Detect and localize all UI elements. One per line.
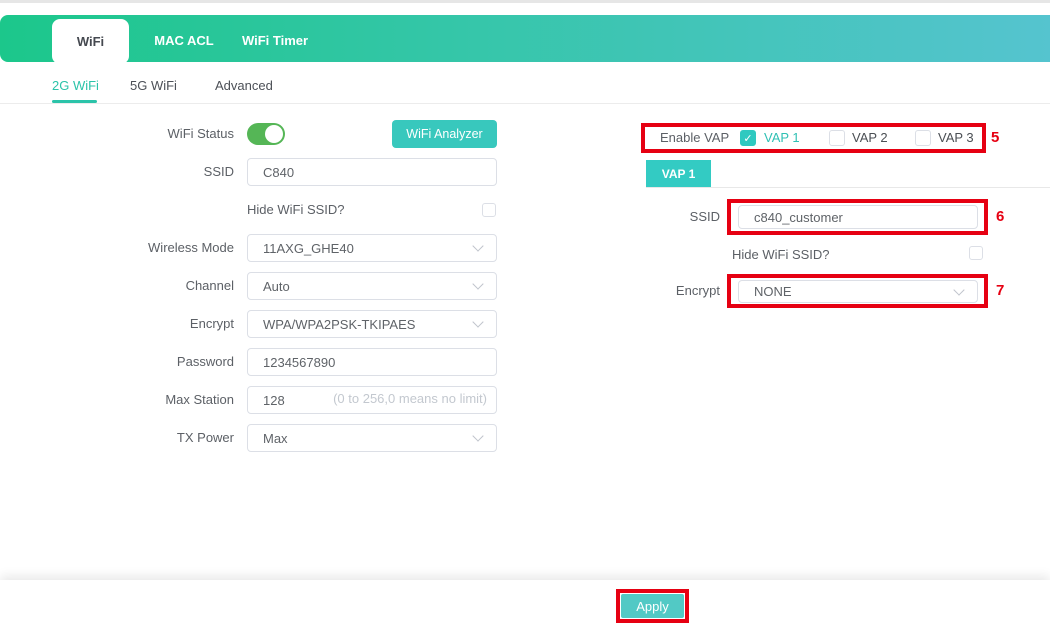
max-station-field: (0 to 256,0 means no limit): [247, 386, 497, 414]
vap-encrypt-label: Encrypt: [675, 283, 720, 298]
subtab-2g-wifi[interactable]: 2G WiFi: [52, 78, 99, 93]
chevron-down-icon: [472, 278, 484, 290]
wireless-mode-value: 11AXG_GHE40: [263, 240, 354, 256]
annotation-number-5: 5: [991, 129, 1000, 146]
apply-button[interactable]: Apply: [621, 594, 684, 618]
vap1-option-label[interactable]: VAP 1: [764, 130, 800, 145]
channel-label: Channel: [185, 278, 234, 293]
password-input[interactable]: [247, 348, 497, 376]
wireless-mode-label: Wireless Mode: [148, 240, 234, 255]
wireless-mode-select[interactable]: 11AXG_GHE40: [247, 234, 497, 262]
tab-wifi[interactable]: WiFi: [52, 19, 129, 64]
subtab-divider: [0, 103, 1050, 104]
vap-hide-ssid-label: Hide WiFi SSID?: [732, 247, 830, 262]
tx-power-label: TX Power: [176, 430, 234, 445]
vap-encrypt-select[interactable]: NONE: [738, 280, 978, 303]
enable-vap-label: Enable VAP: [660, 130, 730, 145]
password-label: Password: [176, 354, 234, 369]
active-subtab-underline: [52, 100, 97, 103]
encrypt-label: Encrypt: [189, 316, 234, 331]
vap1-checkbox[interactable]: ✓: [740, 130, 756, 146]
max-station-label: Max Station: [165, 392, 234, 407]
chevron-down-icon: [472, 240, 484, 252]
wifi-status-label: WiFi Status: [167, 126, 234, 141]
vap-hide-ssid-checkbox[interactable]: [969, 246, 983, 260]
tab-wifi-timer[interactable]: WiFi Timer: [241, 33, 309, 48]
tx-power-value: Max: [263, 430, 288, 446]
vap2-checkbox[interactable]: [829, 130, 845, 146]
vap-ssid-label: SSID: [689, 209, 720, 224]
wifi-analyzer-button[interactable]: WiFi Analyzer: [392, 120, 497, 148]
check-icon: ✓: [743, 132, 753, 145]
max-station-input[interactable]: [247, 386, 497, 414]
encrypt-select[interactable]: WPA/WPA2PSK-TKIPAES: [247, 310, 497, 338]
vap3-option-label[interactable]: VAP 3: [938, 130, 974, 145]
chevron-down-icon: [472, 430, 484, 442]
hide-ssid-checkbox[interactable]: [482, 203, 496, 217]
chevron-down-icon: [472, 316, 484, 328]
tab-mac-acl[interactable]: MAC ACL: [154, 33, 214, 48]
vap1-tab[interactable]: VAP 1: [646, 160, 711, 187]
encrypt-value: WPA/WPA2PSK-TKIPAES: [263, 316, 416, 332]
annotation-number-6: 6: [996, 208, 1005, 225]
annotation-number-7: 7: [996, 282, 1005, 299]
vap-tab-divider: [646, 187, 1050, 188]
vap2-option-label[interactable]: VAP 2: [852, 130, 888, 145]
channel-select[interactable]: Auto: [247, 272, 497, 300]
toggle-knob: [265, 125, 283, 143]
subtab-5g-wifi[interactable]: 5G WiFi: [130, 78, 177, 93]
vap-encrypt-value: NONE: [754, 284, 792, 299]
vap3-checkbox[interactable]: [915, 130, 931, 146]
vap-ssid-input[interactable]: [738, 205, 978, 229]
top-divider: [0, 0, 1050, 3]
ssid-label: SSID: [203, 164, 234, 179]
channel-value: Auto: [263, 278, 290, 294]
ssid-input[interactable]: [247, 158, 497, 186]
subtab-advanced[interactable]: Advanced: [215, 78, 273, 93]
tx-power-select[interactable]: Max: [247, 424, 497, 452]
footer-bar: [0, 580, 1050, 630]
hide-ssid-label: Hide WiFi SSID?: [247, 202, 345, 217]
wifi-status-toggle[interactable]: [247, 123, 285, 145]
main-tab-bar: [0, 15, 1050, 62]
chevron-down-icon: [953, 283, 965, 296]
